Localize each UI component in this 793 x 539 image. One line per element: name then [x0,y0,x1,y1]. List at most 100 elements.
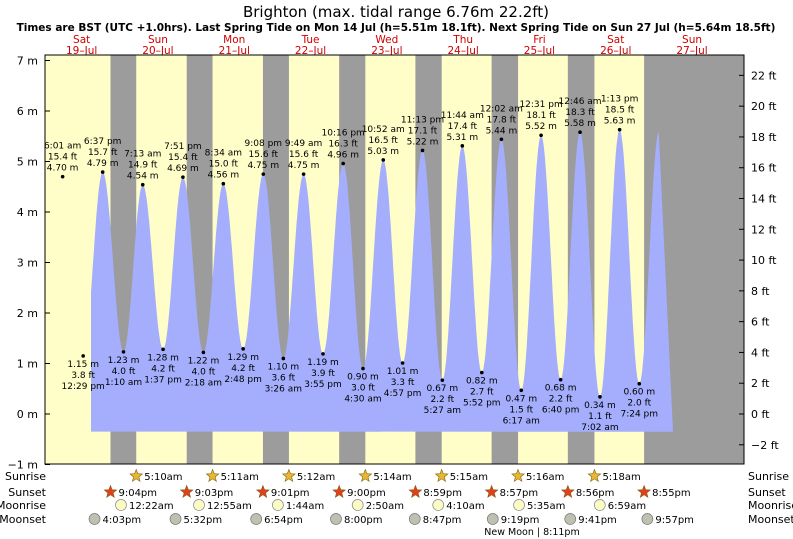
moonrise-icon [432,499,445,511]
right-tick-label: 20 ft [751,100,777,113]
moonrise-row-label-right: Moonrise [748,499,793,512]
moonrise-icon [115,499,127,511]
high-tide-metres: 4.79 m [87,159,119,169]
low-tide-time: 1:37 pm [144,375,182,385]
high-tide-time: 12:02 am [480,104,523,114]
sunset-icon [408,484,423,498]
day-date: 24–Jul [448,45,479,57]
high-tide-metres: 4.75 m [288,161,320,171]
axes: −1 m 0 m 1 m 2 m 3 m 4 m 5 m 6 m 7 m −2 ft 0 ft 2 f… [8,54,779,472]
moonrise-icon [193,499,205,511]
low-tide-metres: 1.01 m [387,367,419,377]
right-tick-label: 6 ft [751,316,770,329]
left-tick-label: 6 m [17,105,38,118]
low-tide-feet: 1.1 ft [588,412,612,422]
day-date: 26–Jul [600,45,631,57]
low-tide-feet: 4.2 ft [151,364,175,374]
day-date: 20–Jul [142,45,173,57]
low-tide-marker [81,354,85,358]
low-tide-marker [400,361,405,365]
sunset-time: 8:59pm [423,488,462,499]
low-tide-metres: 1.29 m [227,353,259,363]
sunset-time: 8:57pm [500,488,539,499]
sunset-time: 8:56pm [576,488,615,499]
day-name: Sun [148,34,168,46]
low-tide-time: 4:30 am [344,395,381,405]
sunrise-icon [511,468,525,482]
high-tide-feet: 18.5 ft [605,106,635,116]
low-tide-feet: 2.2 ft [549,395,573,405]
low-tide-feet: 2.7 ft [470,388,494,398]
high-tide-feet: 17.8 ft [487,115,517,125]
high-tide-time: 10:16 pm [322,129,365,139]
left-tick-label: 3 m [17,257,38,270]
high-tide-metres: 4.96 m [327,151,359,161]
sunset-icon [179,484,194,498]
day-name: Wed [375,34,398,46]
moonset-icon [330,513,342,525]
high-tide-feet: 15.7 ft [88,148,118,158]
day-name: Sun [682,34,702,46]
low-tide-marker [161,347,165,352]
low-tide-feet: 3.6 ft [271,373,295,383]
low-tide-feet: 2.0 ft [627,399,651,409]
sunset-row-label: Sunset [8,486,46,499]
sunrise-row-label: Sunrise [5,470,46,483]
low-tide-metres: 1.22 m [188,356,220,366]
sunrise-icon [129,468,144,482]
new-moon-label: New Moon | 8:11pm [484,527,579,538]
right-tick-label: 4 ft [751,346,770,359]
moonrise-time: 6:59am [608,501,646,512]
high-tide-feet: 15.4 ft [48,153,78,163]
day-name: Sat [73,34,90,46]
sunrise-icon [587,468,602,482]
sunrise-icon [434,468,449,482]
high-tide-time: 11:13 pm [401,115,444,125]
low-tide-feet: 4.0 ft [192,367,216,377]
day-labels: Sat19–JulSun20–JulMon21–JulTue22–JulWed2… [66,34,708,57]
high-tide-marker [60,174,65,179]
moonrise-icon [593,499,606,511]
chart-title: Brighton (max. tidal range 6.76m 22.2ft) [243,3,549,21]
left-tick-label: 5 m [17,156,38,169]
high-tide-marker [499,137,504,142]
right-tick-label: 14 ft [751,193,777,206]
day-name: Sat [607,34,624,46]
low-tide-time: 6:40 pm [542,406,580,416]
moonrise-icon [272,499,284,511]
left-tick-label: 1 m [17,358,38,371]
low-tide-marker [598,395,602,399]
sunset-time: 9:03pm [195,488,234,499]
low-tide-time: 3:55 pm [304,380,342,390]
low-tide-feet: 3.3 ft [391,378,415,388]
day-name: Mon [223,34,245,46]
moonset-icon [169,513,182,525]
high-tide-time: 12:46 am [558,97,601,107]
sunset-time: 9:01pm [271,488,310,499]
low-tide-feet: 2.2 ft [430,395,454,405]
high-tide-marker [539,133,543,138]
low-tide-metres: 0.34 m [584,401,616,411]
low-tide-metres: 1.10 m [267,362,299,372]
low-tide-feet: 4.2 ft [231,364,255,374]
low-tide-metres: 0.90 m [347,373,379,383]
right-tick-label: −2 ft [751,439,779,452]
low-tide-marker [281,356,286,361]
low-tide-metres: 1.19 m [307,358,339,368]
high-tide-metres: 4.69 m [167,164,199,174]
sunrise-time: 5:18am [602,472,640,483]
moonset-icon [88,513,101,525]
low-tide-marker [241,347,245,351]
high-tide-metres: 5.52 m [525,122,557,132]
low-tide-time: 12:29 pm [62,382,105,392]
low-tide-metres: 0.60 m [623,388,655,398]
low-tide-feet: 3.8 ft [71,371,95,381]
sunset-icon [255,484,270,498]
right-tick-label: 10 ft [751,254,777,267]
moonrise-icon [351,499,364,511]
high-tide-metres: 5.03 m [367,147,399,157]
high-tide-feet: 14.9 ft [128,161,158,171]
low-tide-marker [519,388,524,393]
left-tick-label: 2 m [17,307,38,320]
